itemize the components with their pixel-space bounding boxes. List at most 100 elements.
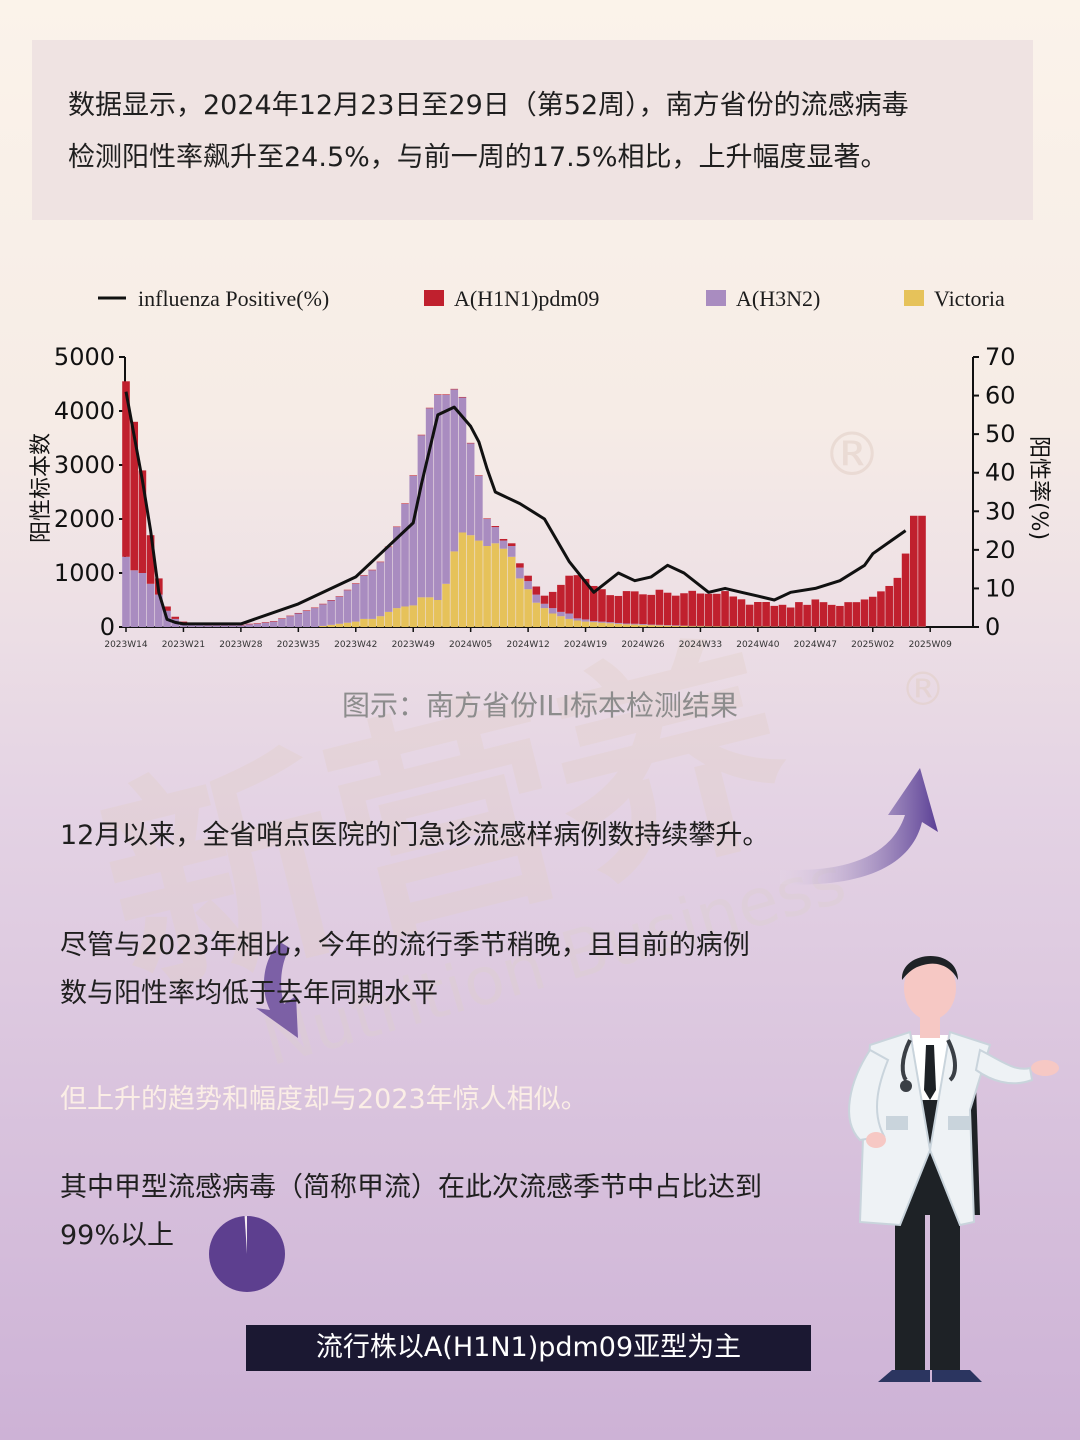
bar-h1n1 bbox=[573, 575, 582, 619]
bar-h1n1 bbox=[466, 442, 475, 444]
bar-h1n1 bbox=[516, 563, 524, 568]
bar-h1n1 bbox=[672, 595, 680, 626]
bar-h1n1 bbox=[844, 602, 852, 627]
bar-h1n1 bbox=[376, 561, 385, 563]
bar-h3n2 bbox=[253, 623, 262, 627]
bar-h3n2 bbox=[278, 618, 286, 627]
bar-h3n2 bbox=[393, 527, 401, 609]
bar-h1n1 bbox=[663, 592, 672, 626]
bar-h1n1 bbox=[130, 421, 139, 571]
y2-tick-label: 20 bbox=[985, 536, 1016, 564]
bar-h1n1 bbox=[450, 388, 459, 390]
x-tick-label: 2025W02 bbox=[851, 640, 894, 650]
bar-h1n1 bbox=[827, 604, 836, 627]
bar-h1n1 bbox=[458, 396, 467, 398]
bar-victoria bbox=[622, 624, 631, 627]
bar-victoria bbox=[581, 621, 590, 627]
bar-victoria bbox=[360, 618, 368, 627]
bar-h1n1 bbox=[803, 604, 811, 627]
bar-h1n1 bbox=[548, 591, 557, 609]
bar-h3n2 bbox=[458, 397, 467, 533]
bar-h1n1 bbox=[589, 585, 598, 622]
x-tick-label: 2024W05 bbox=[449, 640, 492, 650]
bar-h3n2 bbox=[598, 621, 606, 623]
legend-swatch-h3n2 bbox=[706, 290, 726, 306]
bar-h3n2 bbox=[639, 624, 647, 625]
y-tick-label: 3000 bbox=[54, 451, 115, 479]
x-tick-label: 2024W12 bbox=[506, 640, 549, 650]
y2-tick-label: 40 bbox=[985, 459, 1016, 487]
bar-h1n1 bbox=[622, 591, 631, 624]
bar-h1n1 bbox=[868, 596, 877, 627]
bar-h3n2 bbox=[630, 623, 639, 625]
bar-h3n2 bbox=[466, 443, 475, 536]
x-tick-label: 2024W19 bbox=[564, 640, 608, 650]
bar-h3n2 bbox=[130, 570, 139, 627]
bar-h3n2 bbox=[122, 556, 130, 627]
bar-victoria bbox=[532, 602, 541, 627]
x-tick-label: 2023W49 bbox=[392, 640, 436, 650]
y-axis-label: 阳性标本数 bbox=[29, 433, 54, 543]
bar-h1n1 bbox=[680, 593, 688, 626]
bar-h1n1 bbox=[647, 594, 655, 625]
bar-h1n1 bbox=[762, 601, 770, 627]
chart-line bbox=[124, 391, 907, 626]
bar-victoria bbox=[434, 600, 442, 627]
bar-h3n2 bbox=[606, 622, 614, 624]
bar-h3n2 bbox=[475, 475, 483, 541]
bar-h1n1 bbox=[778, 604, 787, 627]
bar-h1n1 bbox=[786, 607, 795, 627]
bar-h1n1 bbox=[319, 603, 327, 605]
bar-h3n2 bbox=[237, 625, 245, 627]
bar-h1n1 bbox=[729, 596, 738, 627]
bar-h1n1 bbox=[836, 605, 844, 627]
doctor-illustration bbox=[848, 955, 1059, 1382]
paragraph-2-line-1: 尽管与2023年相比，今年的流行季节稍晚，且目前的病例 bbox=[60, 930, 750, 961]
bar-h1n1 bbox=[860, 599, 869, 627]
paragraph-4-line-1: 其中甲型流感病毒（简称甲流）在此次流感季节中占比达到 bbox=[60, 1172, 762, 1203]
bar-h3n2 bbox=[360, 575, 368, 619]
bar-h1n1 bbox=[630, 591, 639, 624]
y-tick-label: 5000 bbox=[54, 343, 115, 371]
bar-h1n1 bbox=[688, 590, 697, 626]
bar-victoria bbox=[516, 578, 524, 627]
positive-rate-line bbox=[124, 391, 907, 626]
chart-bars bbox=[122, 381, 926, 627]
x-tick-label: 2023W21 bbox=[162, 640, 205, 650]
paragraph-1: 12月以来，全省哨点医院的门急诊流感样病例数持续攀升。 bbox=[60, 820, 770, 851]
bar-h3n2 bbox=[384, 547, 393, 612]
bar-h3n2 bbox=[507, 546, 516, 557]
bar-h1n1 bbox=[795, 602, 803, 627]
y-tick-label: 2000 bbox=[54, 505, 115, 533]
bar-h3n2 bbox=[581, 619, 590, 622]
bar-h1n1 bbox=[565, 575, 573, 614]
bar-victoria bbox=[483, 546, 491, 627]
bar-h1n1 bbox=[310, 607, 319, 609]
bar-h3n2 bbox=[655, 624, 664, 626]
bar-victoria bbox=[704, 626, 713, 627]
bar-victoria bbox=[663, 625, 672, 627]
bar-victoria bbox=[540, 608, 549, 627]
bar-h1n1 bbox=[327, 600, 335, 601]
bar-h1n1 bbox=[146, 535, 155, 584]
bar-h3n2 bbox=[286, 616, 294, 627]
bar-h3n2 bbox=[138, 573, 147, 627]
bar-h3n2 bbox=[442, 394, 450, 584]
bar-h1n1 bbox=[434, 394, 442, 395]
bar-victoria bbox=[351, 621, 360, 627]
bar-h1n1 bbox=[811, 599, 820, 627]
bar-h1n1 bbox=[606, 595, 614, 623]
bar-h3n2 bbox=[409, 475, 418, 606]
y-tick-label: 0 bbox=[100, 613, 115, 641]
bar-victoria bbox=[713, 626, 721, 627]
bar-h1n1 bbox=[302, 610, 311, 611]
bar-h1n1 bbox=[425, 407, 434, 409]
bar-h3n2 bbox=[425, 408, 434, 598]
legend-label-h1n1: A(H1N1)pdm09 bbox=[454, 286, 599, 311]
bar-h3n2 bbox=[245, 624, 253, 627]
bar-h3n2 bbox=[368, 570, 376, 619]
bar-h3n2 bbox=[294, 613, 303, 627]
bar-h1n1 bbox=[442, 394, 450, 395]
bar-h1n1 bbox=[294, 612, 303, 614]
bar-h3n2 bbox=[540, 603, 549, 609]
